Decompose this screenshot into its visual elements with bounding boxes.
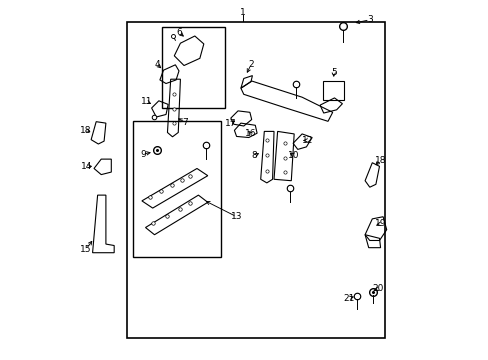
- Text: 8: 8: [251, 151, 257, 160]
- Text: 21: 21: [343, 294, 354, 302]
- Text: 6: 6: [176, 28, 182, 37]
- Bar: [322, 81, 343, 100]
- Text: 13: 13: [230, 212, 242, 221]
- Text: 20: 20: [372, 284, 383, 293]
- Text: 10: 10: [288, 151, 299, 160]
- Text: 1: 1: [239, 8, 245, 17]
- Bar: [133, 121, 221, 257]
- Text: 2: 2: [248, 60, 253, 69]
- Text: 4: 4: [154, 60, 160, 69]
- Text: 5: 5: [330, 68, 336, 77]
- Text: 11: 11: [141, 97, 152, 106]
- Text: 3: 3: [366, 15, 372, 24]
- Text: 14: 14: [81, 162, 92, 171]
- Text: 18: 18: [374, 156, 386, 165]
- Text: 18: 18: [80, 126, 92, 135]
- Text: 9: 9: [140, 150, 145, 159]
- Bar: [162, 27, 224, 108]
- Text: 12: 12: [301, 136, 312, 145]
- Text: 17: 17: [224, 119, 236, 128]
- Bar: [127, 22, 384, 338]
- Text: 15: 15: [80, 245, 92, 253]
- Text: 19: 19: [374, 220, 386, 229]
- Text: 7: 7: [182, 118, 188, 127]
- Text: 16: 16: [244, 130, 256, 139]
